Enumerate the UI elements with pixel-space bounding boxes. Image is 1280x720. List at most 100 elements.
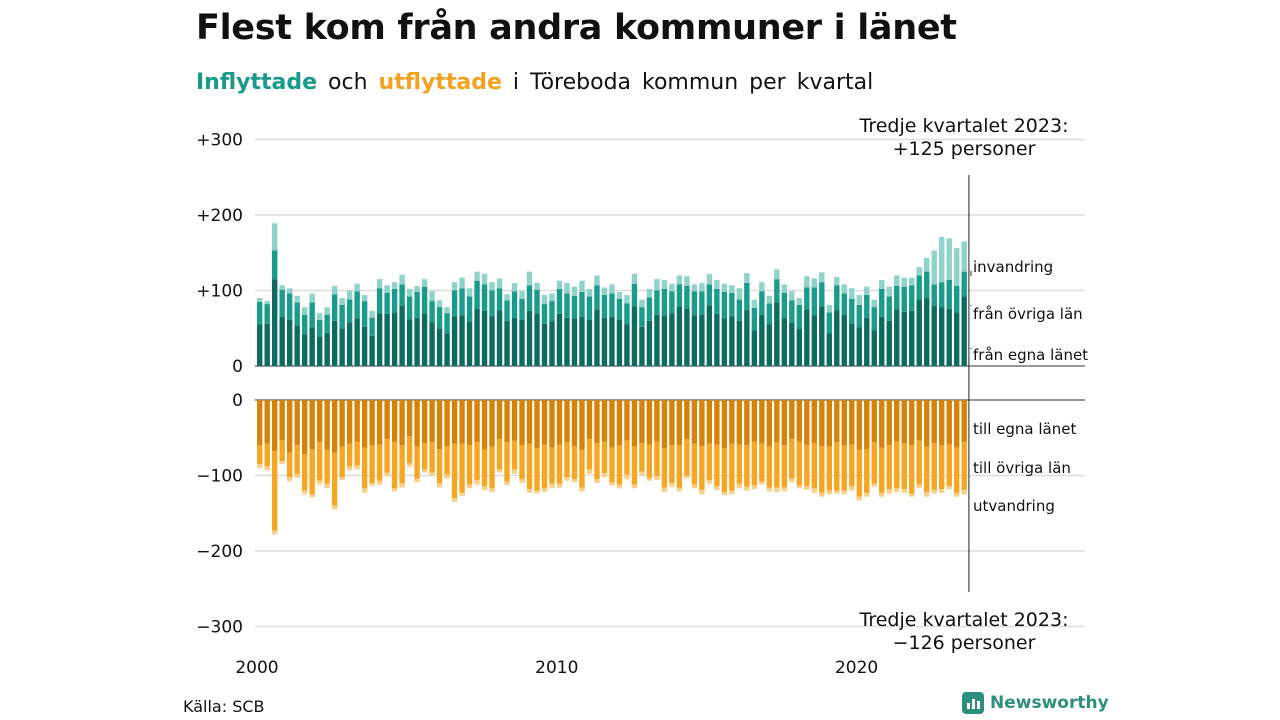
outflow-bar-segment [257,400,263,446]
inflow-bar-segment [354,283,360,292]
outflow-bar-segment [316,480,323,485]
inflow-bar-segment [834,276,840,286]
outflow-bar-segment [864,400,870,450]
inflow-bar-segment [436,307,443,329]
outflow-bar-segment [436,449,443,484]
inflow-bar-segment [399,284,405,306]
inflow-bar-segment [414,285,420,293]
outflow-bar-segment [594,400,600,444]
outflow-bar-segment [616,445,623,485]
inflow-bar-segment [466,321,473,366]
inflow-bar-segment [871,307,877,331]
outflow-bar-segment [519,445,525,480]
outflow-bar-segment [804,444,810,487]
outflow-bar-segment [421,469,428,473]
inflow-bar-segment [736,288,743,300]
inflow-bar-segment [954,248,960,286]
inflow-bar-segment [879,279,885,289]
outflow-bar-segment [669,445,675,484]
inflow-bar-segment [271,223,278,251]
inflow-bar-segment [586,296,593,320]
outflow-bar-segment [901,400,907,444]
inflow-bar-segment [294,325,300,366]
outflow-bar-segment [331,505,338,510]
inflow-bar-segment [286,293,293,320]
brand-name: Newsworthy [990,693,1109,713]
outflow-bar-segment [436,400,443,450]
inflow-bar-segment [691,291,698,316]
x-tick-label: 2010 [535,658,578,678]
outflow-bar-segment [894,400,900,442]
outflow-bar-segment [436,483,443,488]
inflow-bar-segment [594,309,600,366]
inflow-bar-segment [609,293,615,317]
outflow-bar-segment [541,400,548,445]
outflow-bar-segment [496,400,503,440]
inflow-bar-segment [849,288,855,299]
outflow-bar-segment [354,465,360,470]
outflow-bar-segment [444,474,450,479]
outflow-bar-segment [309,400,315,450]
inflow-bar-segment [444,313,450,334]
inflow-bar-segment [811,287,818,316]
outflow-bar-segment [309,494,315,498]
inflow-bar-segment [721,292,728,319]
outflow-bar-segment [766,400,773,447]
inflow-bar-segment [519,319,525,366]
inflow-bar-segment [564,282,570,294]
inflow-bar-segment [549,293,555,302]
inflow-bar-segment [504,294,510,301]
outflow-bar-segment [331,400,338,453]
y-tick-label: +300 [196,131,243,151]
inflow-bar-segment [654,290,660,315]
outflow-bar-segment [451,400,458,444]
outflow-bar-segment [549,447,555,484]
subtitle-rest: i Töreboda kommun per kvartal [512,70,874,95]
chart-subtitle: Inflyttade och utflyttade i Töreboda kom… [196,70,873,95]
outflow-bar-segment [271,451,278,531]
outflow-bar-segment [916,400,922,441]
inflow-bar-segment [459,277,465,289]
outflow-bar-segment [399,445,405,484]
outflow-bar-segment [691,400,698,444]
outflow-bar-segment [466,445,473,485]
outflow-bar-segment [339,477,345,481]
inflow-bar-segment [654,314,660,366]
inflow-bar-segment [759,291,765,315]
inflow-bar-segment [444,307,450,314]
inflow-bar-segment [826,304,832,313]
outflow-bar-segment [729,490,735,495]
inflow-bar-segment [826,312,832,334]
inflow-bar-segment [661,315,668,366]
axis-labels: +300 +200 +100 0 0 −100 −200 −300 2000 2010 2020 [196,131,878,679]
outflow-bar-segment [699,400,705,447]
inflow-bar-segment [864,295,870,318]
outflow-bar-segment [661,487,668,493]
outflow-bar-segment [639,471,645,476]
inflow-bar-segment [331,285,338,295]
brand[interactable]: Newsworthy [962,692,1109,714]
inflow-bar-segment [459,288,465,316]
outflow-bar-segment [834,400,840,443]
inflow-bars [257,223,967,366]
outflow-bar-segment [376,400,383,445]
outflow-bar-segment [286,452,293,478]
inflow-bar-segment [504,300,510,321]
inflow-bar-segment [954,312,960,366]
outflow-bar-segment [376,444,383,481]
y-tick-label: +100 [196,282,243,302]
inflow-bar-segment [474,280,480,309]
outflow-bar-segment [466,400,473,446]
outflow-bar-segment [399,483,405,488]
inflow-bar-segment [714,313,720,366]
inflow-bar-segment [894,285,900,310]
inflow-bar-segment [939,236,945,283]
outflow-bar-segment [721,448,728,493]
inflow-bar-segment [946,308,952,366]
outflow-bar-segment [406,463,413,468]
inflow-bar-segment [571,286,578,296]
inflow-bar-segment [309,302,315,328]
outflow-bar-segment [781,487,788,492]
outflow-bar-segment [264,466,270,471]
outflow-bar-segment [639,443,645,472]
